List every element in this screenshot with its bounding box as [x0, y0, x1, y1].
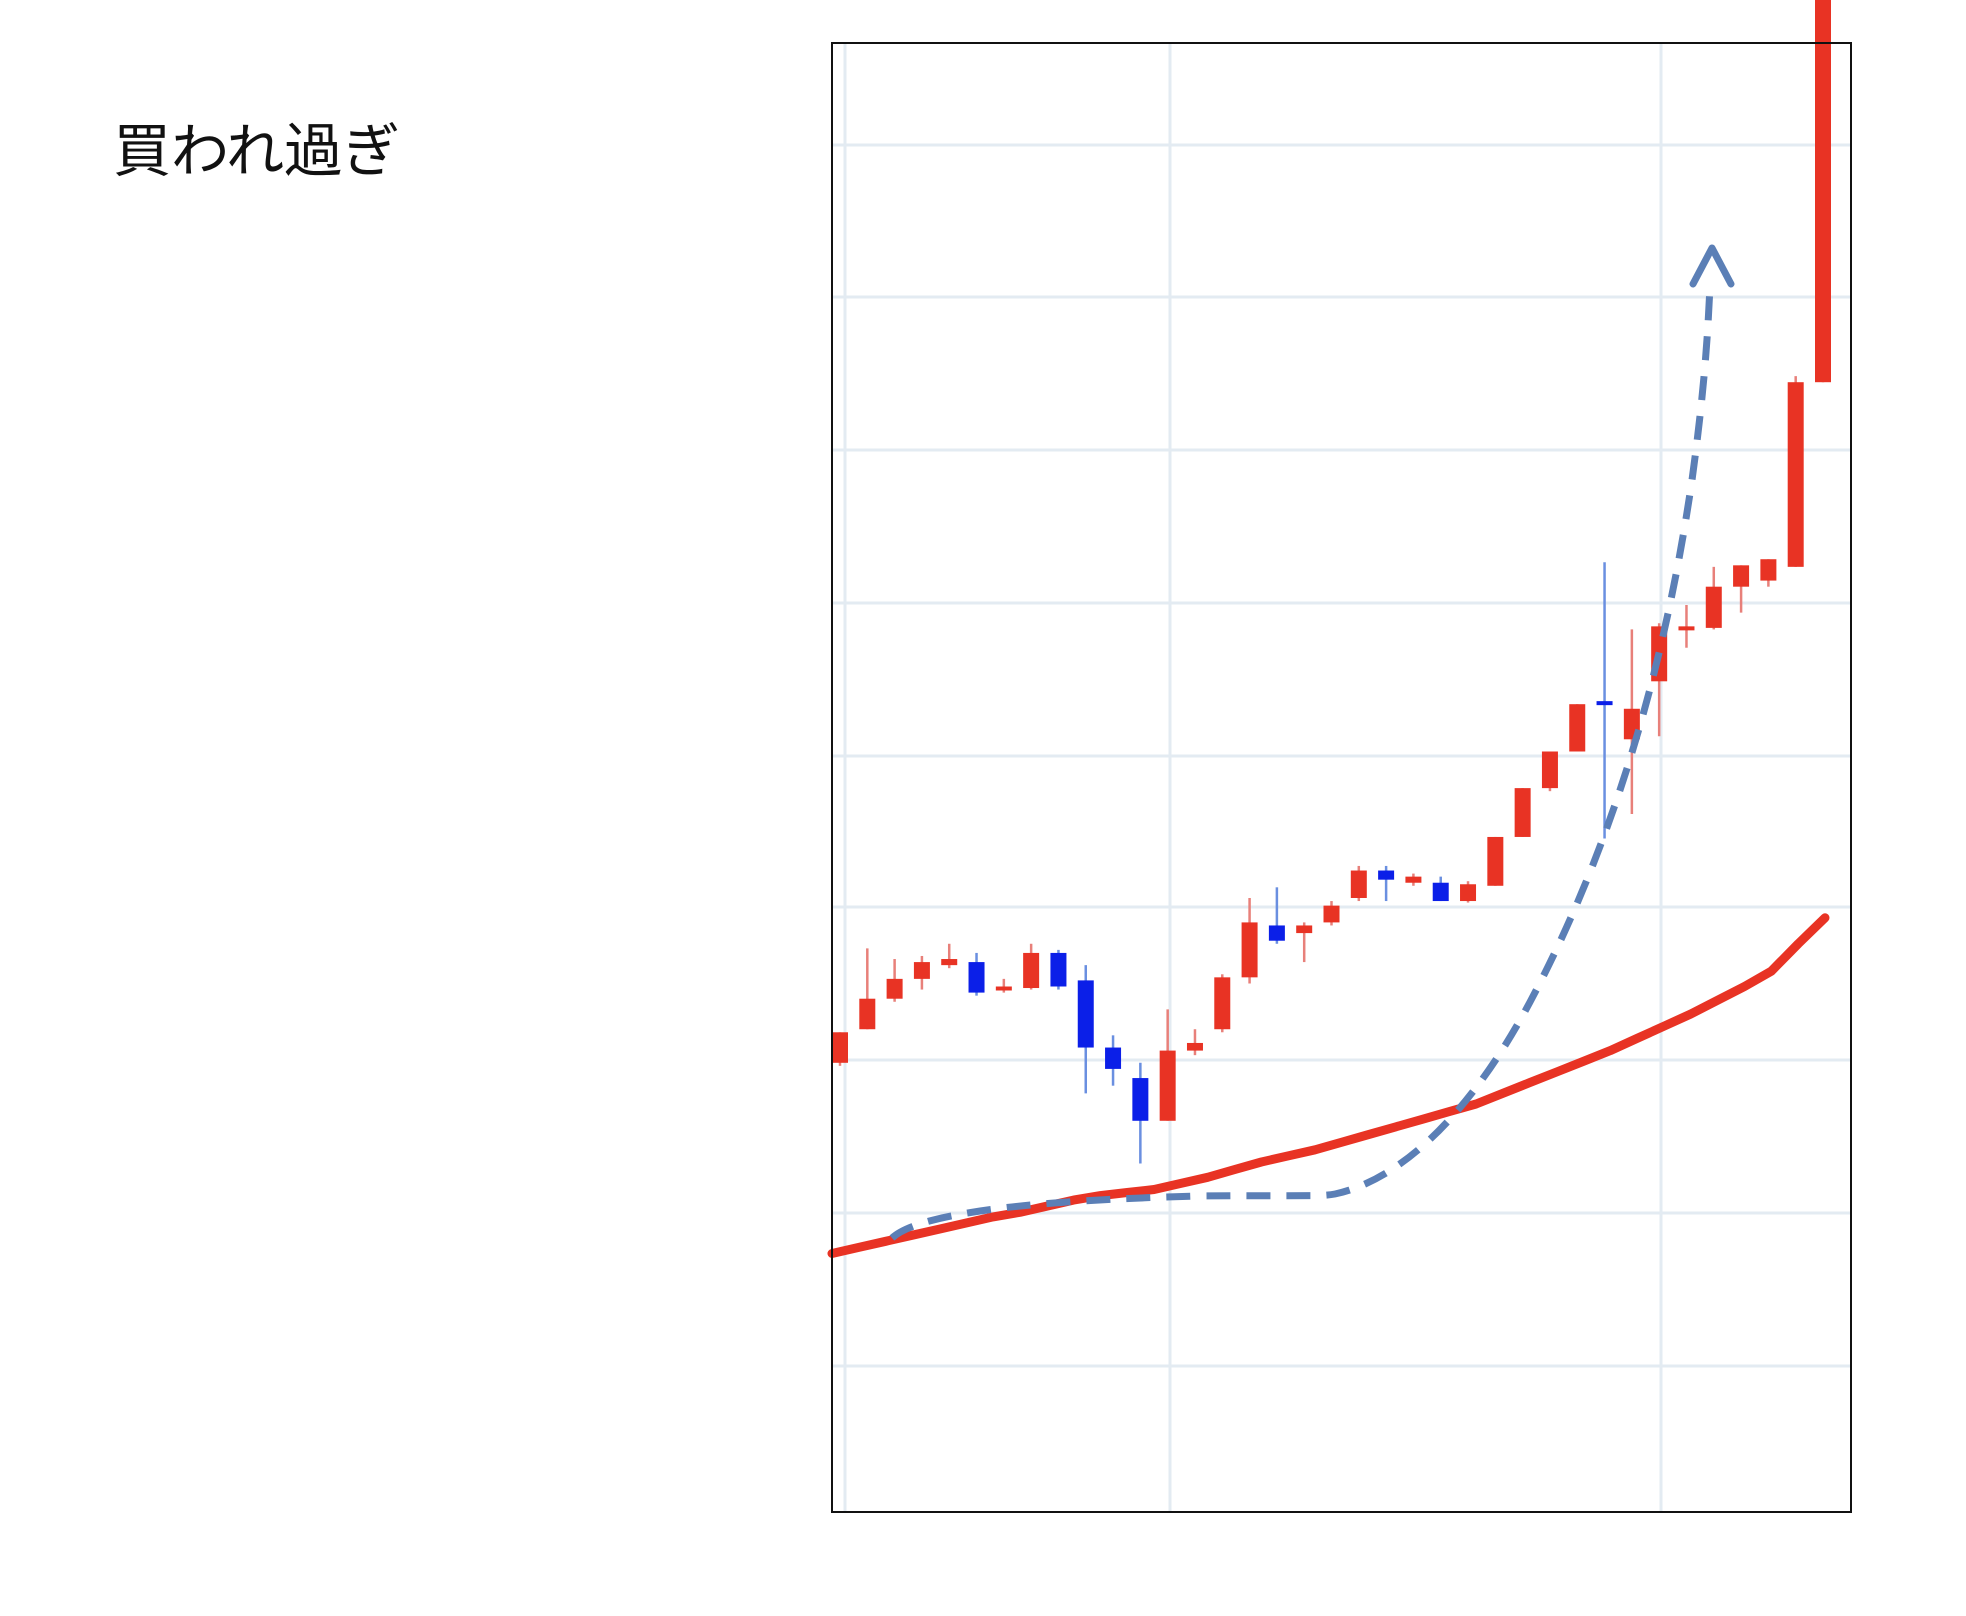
candle-body-up	[832, 1032, 848, 1063]
candle-body-down	[1050, 952, 1067, 987]
candle-body-up	[941, 959, 958, 966]
candle-body-down	[1596, 701, 1613, 706]
candle-body-up	[1214, 977, 1231, 1030]
candle-body-up	[1760, 559, 1777, 581]
candle-body-up	[1541, 751, 1558, 789]
candle-body-up	[1678, 626, 1695, 631]
candle-body-up	[1460, 884, 1477, 902]
candle-body-up	[1705, 586, 1722, 628]
candle-body-up	[1323, 905, 1340, 923]
candle-body-down	[1268, 925, 1285, 941]
candle-body-up	[1514, 788, 1531, 837]
candle-body-down	[1378, 870, 1395, 880]
candle-body-down	[1432, 882, 1449, 902]
candle-body-up	[1569, 704, 1586, 752]
candle-body-up	[1186, 1042, 1203, 1051]
candle-body-up	[1815, 0, 1831, 383]
candle-body-up	[1296, 925, 1313, 934]
plot-grid	[832, 43, 1851, 1512]
trend-arrow-dashed-line	[889, 284, 1714, 1241]
chart-title: 買われ過ぎ	[113, 117, 401, 185]
candle-body-up	[1405, 876, 1422, 883]
candle-body-up	[1023, 952, 1040, 989]
candle-body-down	[968, 962, 985, 993]
trend-arrow	[889, 244, 1735, 1241]
candle-body-down	[1077, 980, 1094, 1048]
moving-average-line	[827, 913, 1830, 1258]
moving-average-layer	[827, 913, 1830, 1258]
candles-layer	[832, 0, 1831, 1164]
candle-body-up	[886, 978, 903, 999]
candle-body-up	[1733, 565, 1750, 587]
plot-frame	[831, 42, 1852, 1513]
candle-body-up	[1350, 870, 1367, 898]
trend-arrow-head	[1689, 244, 1735, 288]
candle-body-up	[995, 986, 1012, 991]
candle-body-up	[1159, 1050, 1176, 1121]
candle-body-up	[1787, 382, 1804, 567]
candle-body-up	[859, 998, 876, 1030]
candle-body-up	[1487, 836, 1504, 886]
candle-body-down	[1132, 1078, 1149, 1121]
candle-body-down	[1105, 1047, 1122, 1069]
candle-body-up	[913, 962, 930, 979]
candle-body-up	[1241, 922, 1258, 978]
